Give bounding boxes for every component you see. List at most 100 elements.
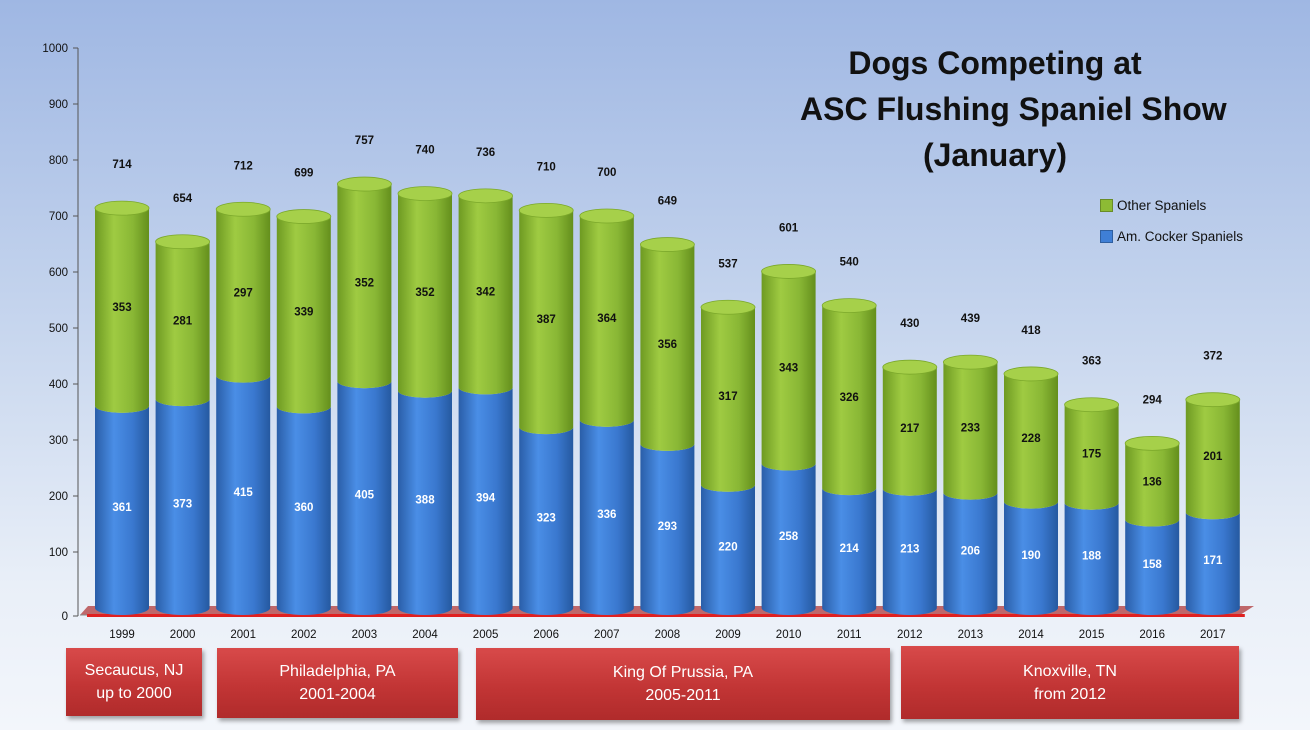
bar-segment-other-spaniels	[822, 305, 877, 496]
data-label-am-cocker-spaniels: 373	[173, 499, 192, 511]
x-tick-label: 2012	[897, 629, 923, 641]
bar-segment-other-spaniels	[701, 307, 755, 492]
data-label-am-cocker-spaniels: 360	[294, 502, 313, 514]
location-name: Secaucus, NJ	[84, 662, 184, 679]
bar-group-2016: 158 136 294 2016	[1124, 394, 1180, 641]
data-label-am-cocker-spaniels: 171	[1203, 555, 1223, 567]
x-tick-label: 1999	[109, 629, 135, 641]
x-tick-label: 2017	[1200, 629, 1226, 641]
y-tick-label: 400	[49, 379, 68, 391]
data-label-other-spaniels: 343	[779, 362, 798, 374]
data-label-other-spaniels: 352	[355, 278, 374, 290]
bar-segment-am-cocker-spaniels	[943, 492, 998, 615]
bar-segment-am-cocker-spaniels	[640, 443, 695, 615]
location-years: from 2012	[1033, 685, 1107, 703]
bar-top-cap	[943, 354, 998, 370]
x-tick-label: 2015	[1079, 629, 1105, 641]
bar-segment-other-spaniels	[337, 184, 392, 389]
data-label-am-cocker-spaniels: 158	[1143, 559, 1163, 571]
data-label-am-cocker-spaniels: 206	[961, 545, 980, 557]
x-tick-label: 2008	[655, 629, 681, 641]
bar-group-2000: 373 281 654 2000	[155, 193, 211, 641]
data-label-am-cocker-spaniels: 220	[718, 541, 737, 553]
bar-segment-am-cocker-spaniels	[579, 419, 634, 615]
bar-segment-other-spaniels	[579, 216, 634, 427]
bar-segment-other-spaniels	[943, 362, 998, 500]
data-label-am-cocker-spaniels: 394	[476, 493, 496, 505]
x-tick-label: 2009	[715, 629, 741, 641]
data-label-am-cocker-spaniels: 405	[355, 490, 375, 502]
bar-group-2008: 293 356 649 2008	[640, 196, 695, 641]
bar-top-cap	[821, 298, 877, 314]
bar-segment-other-spaniels	[155, 241, 210, 407]
legend-item-am-cocker-spaniels: Am. Cocker Spaniels	[1100, 221, 1243, 252]
location-box-philadelphia: Philadelphia, PA 2001-2004	[217, 648, 458, 718]
bar-segment-am-cocker-spaniels	[882, 488, 937, 615]
bar-segment-am-cocker-spaniels	[1064, 502, 1119, 615]
bar-group-2005: 394 342 736 2005	[458, 147, 514, 641]
data-label-am-cocker-spaniels: 190	[1021, 550, 1040, 562]
location-name: Knoxville, TN	[1023, 662, 1117, 680]
data-label-am-cocker-spaniels: 213	[900, 543, 919, 555]
x-tick-label: 2010	[776, 629, 802, 641]
data-label-am-cocker-spaniels: 188	[1082, 550, 1102, 562]
chart-title-line-1: Dogs Competing at	[848, 45, 1142, 81]
bar-top-cap	[579, 208, 635, 224]
location-years: 2005-2011	[645, 687, 721, 704]
data-label-other-spaniels: 281	[173, 315, 193, 327]
bar-segment-other-spaniels	[761, 271, 816, 471]
bar-segment-other-spaniels	[1125, 443, 1180, 527]
bar-group-1999: 361 353 714 1999	[94, 159, 150, 641]
x-tick-label: 2002	[291, 629, 317, 641]
y-tick-label: 700	[49, 211, 68, 223]
data-label-total: 363	[1082, 356, 1101, 368]
data-label-total: 537	[718, 258, 737, 270]
bar-group-2001: 415 297 712 2001	[215, 160, 271, 641]
bar-segment-am-cocker-spaniels	[458, 387, 513, 615]
legend-label-other-spaniels: Other Spaniels	[1117, 198, 1207, 213]
bar-group-2013: 206 233 439 2013	[943, 313, 998, 641]
legend-swatch-am-cocker-spaniels	[1100, 230, 1113, 243]
data-label-am-cocker-spaniels: 293	[658, 521, 677, 533]
bar-top-cap	[1124, 435, 1180, 451]
bar-top-cap	[458, 188, 514, 204]
bar-segment-other-spaniels	[882, 367, 937, 496]
location-box-secaucus: Secaucus, NJ up to 2000	[66, 648, 202, 716]
bar-segment-am-cocker-spaniels	[95, 405, 149, 615]
location-name: Philadelphia, PA	[279, 663, 396, 680]
x-tick-label: 2011	[837, 629, 862, 641]
bar-group-2010: 258 343 601 2010	[761, 222, 816, 641]
chart-title: Dogs Competing at ASC Flushing Spaniel S…	[800, 40, 1227, 178]
x-tick-label: 2014	[1018, 629, 1044, 641]
bar-segment-am-cocker-spaniels	[519, 427, 574, 615]
bar-group-2004: 388 352 740 2004	[397, 145, 453, 641]
bar-segment-other-spaniels	[1004, 373, 1058, 509]
data-label-other-spaniels: 233	[961, 422, 980, 434]
bar-group-2003: 405 352 757 2003	[336, 135, 392, 641]
bar-group-2002: 360 339 699 2002	[276, 168, 332, 641]
data-label-total: 372	[1203, 351, 1222, 363]
data-label-total: 710	[537, 161, 556, 173]
data-label-total: 714	[112, 159, 132, 171]
data-label-total: 649	[658, 196, 677, 208]
bar-segment-am-cocker-spaniels	[1004, 501, 1058, 615]
bar-segment-am-cocker-spaniels	[398, 390, 452, 615]
data-label-total: 418	[1021, 325, 1041, 337]
data-label-total: 712	[234, 160, 253, 172]
location-box-knoxville: Knoxville, TN from 2012	[901, 646, 1239, 719]
data-label-other-spaniels: 353	[112, 302, 131, 314]
chart-title-line-2: ASC Flushing Spaniel Show	[800, 91, 1227, 127]
bar-segment-other-spaniels	[519, 210, 574, 435]
location-box-king-of-prussia: King Of Prussia, PA 2005-2011	[476, 648, 890, 720]
y-tick-label: 1000	[42, 43, 68, 55]
bar-top-cap	[518, 202, 574, 218]
legend-item-other-spaniels: Other Spaniels	[1100, 190, 1243, 221]
bar-top-cap	[94, 200, 150, 216]
bar-top-cap	[397, 186, 453, 202]
data-label-am-cocker-spaniels: 336	[597, 509, 616, 521]
y-tick-label: 300	[49, 435, 68, 447]
data-label-other-spaniels: 387	[537, 314, 556, 326]
data-label-other-spaniels: 339	[294, 306, 313, 318]
data-label-other-spaniels: 364	[597, 313, 617, 325]
